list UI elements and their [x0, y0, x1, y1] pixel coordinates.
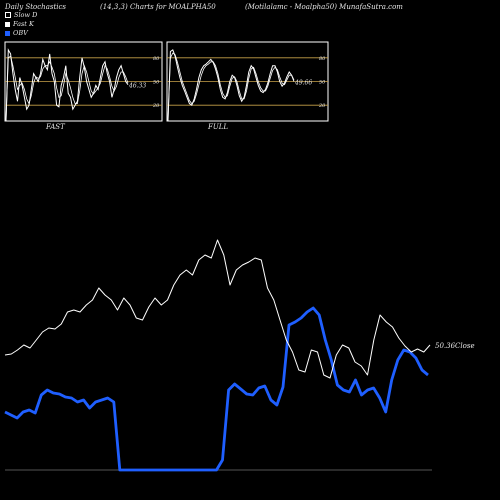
- legend-swatch-fast-k: [5, 21, 10, 27]
- fast-ytick-50: 50: [153, 80, 160, 86]
- full-series-fast-k: [167, 49, 295, 122]
- legend-swatch-slow-d: [5, 12, 11, 18]
- full-series-slow-d: [167, 52, 295, 122]
- legend-label-obv: OBV: [13, 29, 28, 37]
- fast-ytick-20: 20: [152, 103, 160, 109]
- full-ytick-20: 20: [318, 103, 326, 109]
- full-ytick-80: 80: [319, 56, 326, 62]
- legend-swatch-obv: [5, 30, 10, 36]
- chart-subtitle: (14,3,3) Charts for MOALPHA50: [100, 3, 216, 11]
- price-last-value-label: 50.36Close: [435, 342, 475, 350]
- legend-item-fast-k: Fast K: [5, 20, 34, 28]
- legend-label-fast-k: Fast K: [13, 20, 34, 28]
- chart-source: (Motilalamc - Moalpha50) MunafaSutra.com: [245, 3, 403, 11]
- full-value-label: 49.66: [294, 80, 312, 87]
- fast-series-slow-d: [5, 55, 129, 122]
- fast-panel-label: FAST: [46, 123, 65, 131]
- fast-series-fast-k: [5, 48, 129, 122]
- fast-ytick-80: 80: [153, 56, 160, 62]
- fast-value-label: 46.33: [128, 83, 146, 90]
- legend-label-slow-d: Slow D: [14, 11, 38, 19]
- chart-title: Daily Stochastics: [5, 3, 67, 11]
- price-series-line: [4, 239, 431, 379]
- full-ytick-50: 50: [319, 80, 326, 86]
- obv-series-line: [4, 306, 429, 472]
- full-panel-label: FULL: [208, 123, 229, 131]
- legend-item-obv: OBV: [5, 29, 28, 37]
- legend-item-slow-d: Slow D: [5, 11, 37, 19]
